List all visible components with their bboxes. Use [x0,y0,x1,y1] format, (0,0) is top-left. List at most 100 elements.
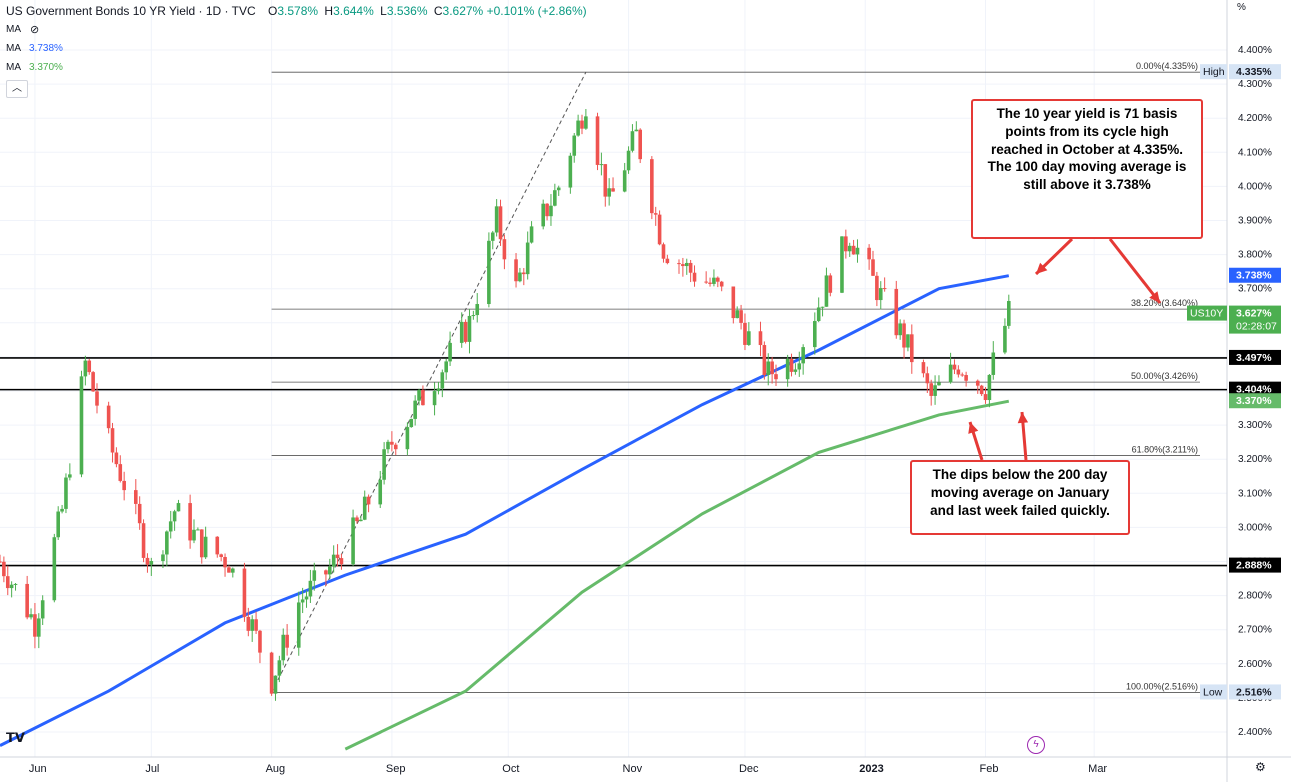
y-tick-label: 2.700% [1238,625,1272,636]
axis-price-label: 3.497% [1236,352,1272,364]
candle-body [731,286,736,319]
top-callout: The 10 year yield is 71 basis points fro… [971,99,1203,239]
candle-body [223,556,227,568]
x-tick-label: Jul [145,763,159,775]
candle-body [937,382,941,386]
candle-body [952,364,957,370]
chevron-up-icon[interactable]: ︿ [6,80,28,98]
candle-body [661,244,666,259]
candle-body [518,272,522,282]
candle-body [331,554,336,567]
x-tick-label: Mar [1088,763,1107,775]
y-tick-label: 3.300% [1238,420,1272,431]
axis-price-label: 4.335% [1236,66,1272,78]
candle-body [975,380,980,386]
price-tag-box [1187,305,1227,321]
candle-body [324,570,328,575]
candle-body [708,282,712,284]
candle-body [611,188,615,192]
price-tag-label: Low [1203,686,1223,698]
symbol-title[interactable]: US Government Bonds 10 YR Yield · 1D · T… [6,4,256,18]
candle-body [929,383,933,396]
gear-icon[interactable]: ⚙ [1255,760,1266,774]
candle-body [432,391,437,406]
candle-body [335,554,340,559]
open-label: O [268,4,278,18]
ma-indicator-100[interactable]: MA 3.738% [6,43,63,54]
candle-body [762,345,767,375]
candle-body [882,288,887,290]
low-label: L [380,4,387,18]
y-tick-label: 3.900% [1238,216,1272,227]
candle-body [192,529,196,541]
y-tick-label: 3.100% [1238,488,1272,499]
candle-body [29,614,33,618]
candle-body [677,263,681,265]
x-tick-label: 2023 [859,763,883,775]
candle-body [386,441,390,450]
candle-body [409,418,414,428]
y-tick-label: 3.800% [1238,250,1272,261]
candle-body [747,331,751,345]
axis-price-label: 3.370% [1236,395,1272,407]
candle-body [467,315,472,342]
close-value: 3.627% [442,4,484,18]
candle-body [739,310,743,323]
candle-body [405,427,410,450]
axis-price-label: 3.404% [1236,384,1272,396]
candle-body [296,602,301,648]
candle-body [83,360,88,377]
candle-body [712,277,716,284]
countdown-label: 02:28:07 [1236,321,1277,333]
candle-body [716,277,720,282]
candle-body [704,281,708,283]
candle-body [991,352,996,375]
x-tick-label: Oct [502,763,519,775]
x-tick-label: Sep [386,763,406,775]
candle-body [650,159,654,214]
candle-body [258,630,262,653]
ma-value: 3.738% [29,43,63,54]
candle-body [878,288,883,301]
candle-body [828,275,833,293]
candle-body [172,511,177,522]
fib-level-label: 38.20%(3.640%) [1131,298,1198,308]
candle-body [785,359,790,380]
candle-body [622,170,627,192]
candle-body [37,618,41,637]
candle-body [459,321,464,343]
ma-indicator-1[interactable]: MA [6,24,21,35]
candle-body [56,511,60,538]
candle-body [114,452,119,465]
candle-body [549,205,553,217]
candle-body [525,242,530,275]
x-tick-label: Jun [29,763,47,775]
flash-icon[interactable]: ϟ [1027,736,1045,754]
candle-body [421,390,425,406]
fib-level-label: 0.00%(4.335%) [1136,61,1198,71]
eye-off-icon[interactable]: ⊘ [30,24,40,36]
candle-body [203,536,208,558]
candle-body [227,567,231,573]
callout-arrow [1108,238,1162,304]
candle-body [118,464,123,481]
candle-body [816,307,821,322]
candle-body [580,120,584,129]
candle-body [196,529,200,531]
candle-body [576,120,580,136]
candle-body [304,596,309,600]
candle-body [626,150,631,171]
chart-header: US Government Bonds 10 YR Yield · 1D · T… [6,4,587,18]
candle-body [463,321,468,342]
x-tick-label: Dec [739,763,759,775]
y-tick-label: 4.100% [1238,147,1272,158]
candle-body [13,583,18,585]
candle-body [149,561,154,565]
y-tick-label: 4.200% [1238,113,1272,124]
candle-body [52,537,57,601]
candle-body [440,372,445,389]
candle-body [393,444,398,450]
ma-indicator-200[interactable]: MA 3.370% [6,62,63,73]
moving-average-line [0,274,1010,747]
